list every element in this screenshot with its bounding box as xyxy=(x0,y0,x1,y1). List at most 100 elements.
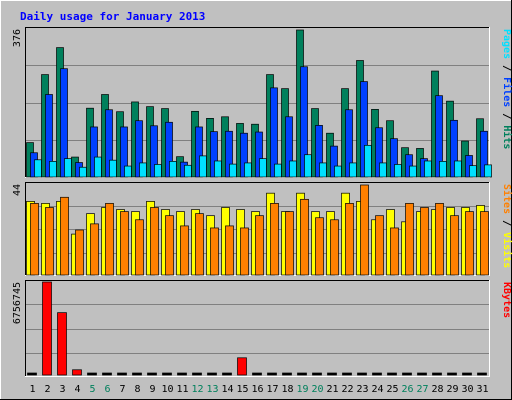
kbytes-bar xyxy=(162,372,172,376)
files-bar xyxy=(135,120,143,178)
kbytes-bar xyxy=(177,372,187,376)
sites-bar xyxy=(210,227,219,276)
sites-bar xyxy=(375,215,384,276)
pages-bar xyxy=(49,161,57,178)
pages-bar xyxy=(259,158,267,178)
kbytes-bar xyxy=(267,372,277,376)
day-label: 2 xyxy=(44,384,50,395)
day-label: 21 xyxy=(326,384,338,395)
kbytes-bar xyxy=(147,372,157,376)
pages-bar xyxy=(379,162,387,178)
day-label: 14 xyxy=(221,384,233,395)
day-label: 22 xyxy=(341,384,353,395)
day-label: 17 xyxy=(266,384,278,395)
pages-bar xyxy=(469,165,477,178)
files-bar xyxy=(225,130,233,178)
kbytes-bar xyxy=(282,372,292,376)
legend-separator: / xyxy=(501,59,512,77)
files-bar xyxy=(165,121,173,178)
files-bar xyxy=(45,94,53,178)
sites-bar xyxy=(165,215,174,276)
day-label: 1 xyxy=(29,384,35,395)
pages-bar xyxy=(124,165,132,178)
sites-bar xyxy=(60,196,69,276)
sites-bar xyxy=(75,229,84,276)
day-label: 3 xyxy=(59,384,65,395)
panels-layer: 376 Pages / Files / Hits 44 Sites / Visits 6… xyxy=(12,27,512,377)
sites-bar xyxy=(255,215,264,276)
legend-separator: / xyxy=(501,214,512,232)
day-label: 30 xyxy=(461,384,473,395)
sites-bar xyxy=(180,225,189,276)
pages-bar xyxy=(154,164,162,178)
day-label: 16 xyxy=(251,384,263,395)
kbytes-bar xyxy=(192,372,202,376)
kbytes-bar xyxy=(57,312,67,376)
sites-bar xyxy=(420,207,429,276)
sites-bar xyxy=(45,207,54,276)
sites-bar xyxy=(30,203,39,276)
pages-bar xyxy=(64,158,72,178)
day-label: 8 xyxy=(134,384,140,395)
sites-bar xyxy=(225,225,234,276)
pages-bar xyxy=(199,155,207,178)
files-bar xyxy=(390,138,398,178)
sites-bar xyxy=(360,184,369,276)
kbytes-bar xyxy=(132,372,142,376)
sites-bar xyxy=(300,198,309,276)
day-label: 5 xyxy=(89,384,95,395)
sites-bar xyxy=(270,203,279,276)
kbytes-bar xyxy=(312,372,322,376)
pages-bar xyxy=(169,161,177,178)
pages-bar xyxy=(79,166,87,178)
day-label: 10 xyxy=(161,384,173,395)
sites-bar xyxy=(465,211,474,276)
pages-bar xyxy=(454,160,462,178)
kbytes-panel xyxy=(25,280,490,377)
pages-bar xyxy=(319,162,327,178)
hits-max-label: 376 xyxy=(12,29,23,47)
day-label: 27 xyxy=(416,384,428,395)
pages-bar xyxy=(274,163,282,178)
pages-bar xyxy=(289,160,297,178)
kbytes-bar xyxy=(327,372,337,376)
visits-legend-label: Visits xyxy=(501,232,512,268)
files-bar xyxy=(345,109,353,178)
visits-sites-legend: Sites / Visits xyxy=(501,184,512,268)
sites-bar xyxy=(195,213,204,276)
pages-bar xyxy=(334,165,342,178)
sites-bar xyxy=(390,227,399,276)
pages-bar xyxy=(394,164,402,178)
files-bar xyxy=(60,68,68,178)
files-bar xyxy=(120,126,128,178)
kbytes-bar xyxy=(297,372,307,376)
kbytes-bar xyxy=(357,372,367,376)
files-bar xyxy=(270,87,278,178)
kbytes-bar xyxy=(372,372,382,376)
kbytes-bar xyxy=(222,372,232,376)
day-label: 25 xyxy=(386,384,398,395)
kbytes-bar xyxy=(432,372,442,376)
day-label: 11 xyxy=(176,384,188,395)
day-label: 31 xyxy=(476,384,488,395)
day-label: 23 xyxy=(356,384,368,395)
pages-bar xyxy=(109,159,117,178)
day-label: 4 xyxy=(74,384,80,395)
kbytes-max-label: 6756745 xyxy=(12,282,23,324)
pages-bar xyxy=(139,162,147,178)
hits-legend-label: Hits xyxy=(501,125,512,149)
pages-bar xyxy=(94,156,102,178)
day-label: 19 xyxy=(296,384,308,395)
day-label: 13 xyxy=(206,384,218,395)
sites-bar xyxy=(330,219,339,276)
visits-max-label: 44 xyxy=(12,184,23,196)
pages-bar xyxy=(184,164,192,178)
kbytes-legend-label: KBytes xyxy=(501,282,512,318)
files-bar xyxy=(450,119,458,178)
pages-bar xyxy=(214,160,222,178)
sites-legend-label: Sites xyxy=(501,184,512,214)
kbytes-bar xyxy=(27,372,37,376)
kbytes-bar xyxy=(462,372,472,376)
kbytes-bar xyxy=(447,372,457,376)
